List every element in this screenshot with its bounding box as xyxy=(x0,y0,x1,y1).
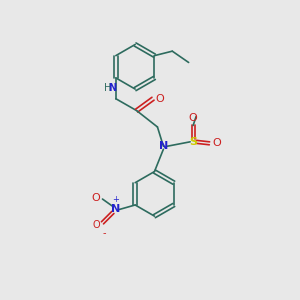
Text: S: S xyxy=(189,137,197,147)
Text: +: + xyxy=(112,195,119,204)
Text: O: O xyxy=(189,112,197,122)
Text: N: N xyxy=(111,204,121,214)
Text: N: N xyxy=(159,141,168,151)
Text: N: N xyxy=(108,83,116,93)
Text: H: H xyxy=(104,83,111,93)
Text: O: O xyxy=(212,138,221,148)
Text: O: O xyxy=(91,193,100,202)
Text: O: O xyxy=(92,220,100,230)
Text: -: - xyxy=(103,228,106,238)
Text: O: O xyxy=(155,94,164,104)
